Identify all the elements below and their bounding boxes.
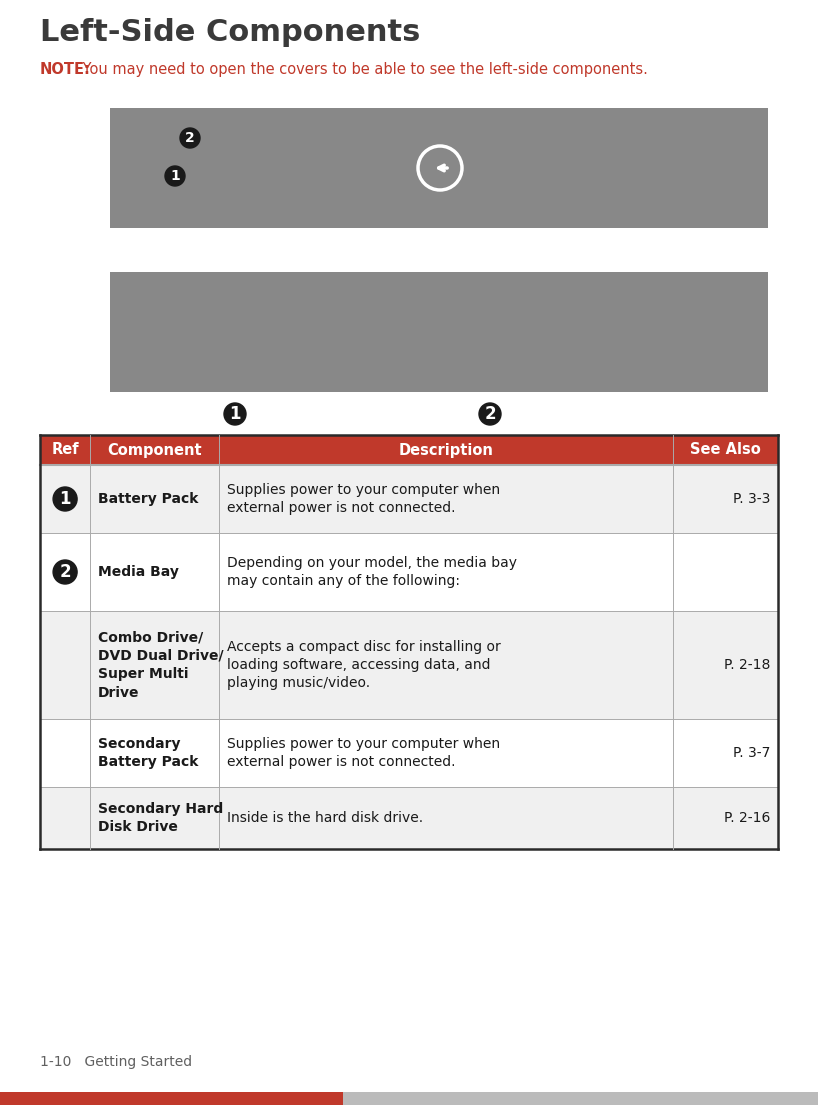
Text: 2: 2: [185, 131, 195, 145]
Text: You may need to open the covers to be able to see the left-side components.: You may need to open the covers to be ab…: [78, 62, 648, 77]
Text: P. 3-7: P. 3-7: [733, 746, 770, 760]
Bar: [40, 611, 778, 719]
Bar: [40, 719, 778, 787]
Text: Inside is the hard disk drive.: Inside is the hard disk drive.: [227, 811, 424, 825]
Text: NOTE:: NOTE:: [40, 62, 91, 77]
Bar: [110, 272, 768, 392]
Text: 1-10   Getting Started: 1-10 Getting Started: [40, 1055, 192, 1069]
Text: Secondary Hard
Disk Drive: Secondary Hard Disk Drive: [98, 802, 223, 834]
Bar: [110, 108, 768, 228]
Text: 2: 2: [484, 406, 496, 423]
Bar: [0, 1092, 343, 1105]
Text: Secondary
Battery Pack: Secondary Battery Pack: [98, 737, 199, 769]
Text: Description: Description: [399, 442, 494, 457]
Circle shape: [224, 403, 246, 425]
Text: 1: 1: [170, 169, 180, 183]
Circle shape: [479, 403, 501, 425]
Circle shape: [53, 560, 77, 585]
Text: Left-Side Components: Left-Side Components: [40, 18, 420, 48]
Text: Combo Drive/
DVD Dual Drive/
Super Multi
Drive: Combo Drive/ DVD Dual Drive/ Super Multi…: [98, 630, 224, 699]
Text: 1: 1: [60, 490, 71, 508]
Text: Battery Pack: Battery Pack: [98, 492, 199, 506]
Text: Accepts a compact disc for installing or
loading software, accessing data, and
p: Accepts a compact disc for installing or…: [227, 640, 501, 691]
Text: Ref: Ref: [52, 442, 79, 457]
Bar: [40, 465, 778, 533]
Bar: [343, 1092, 818, 1105]
Circle shape: [180, 128, 200, 148]
Text: P. 2-16: P. 2-16: [724, 811, 770, 825]
Text: Media Bay: Media Bay: [98, 565, 179, 579]
Text: 2: 2: [59, 564, 71, 581]
Text: Component: Component: [107, 442, 202, 457]
Text: Supplies power to your computer when
external power is not connected.: Supplies power to your computer when ext…: [227, 483, 501, 515]
Bar: [40, 533, 778, 611]
Text: P. 3-3: P. 3-3: [733, 492, 770, 506]
Bar: [40, 435, 778, 465]
Text: See Also: See Also: [690, 442, 761, 457]
Text: Supplies power to your computer when
external power is not connected.: Supplies power to your computer when ext…: [227, 737, 501, 769]
Circle shape: [165, 166, 185, 186]
Text: P. 2-18: P. 2-18: [724, 657, 770, 672]
Text: Depending on your model, the media bay
may contain any of the following:: Depending on your model, the media bay m…: [227, 556, 517, 588]
Circle shape: [53, 487, 77, 511]
Text: 1: 1: [229, 406, 240, 423]
Bar: [40, 787, 778, 849]
